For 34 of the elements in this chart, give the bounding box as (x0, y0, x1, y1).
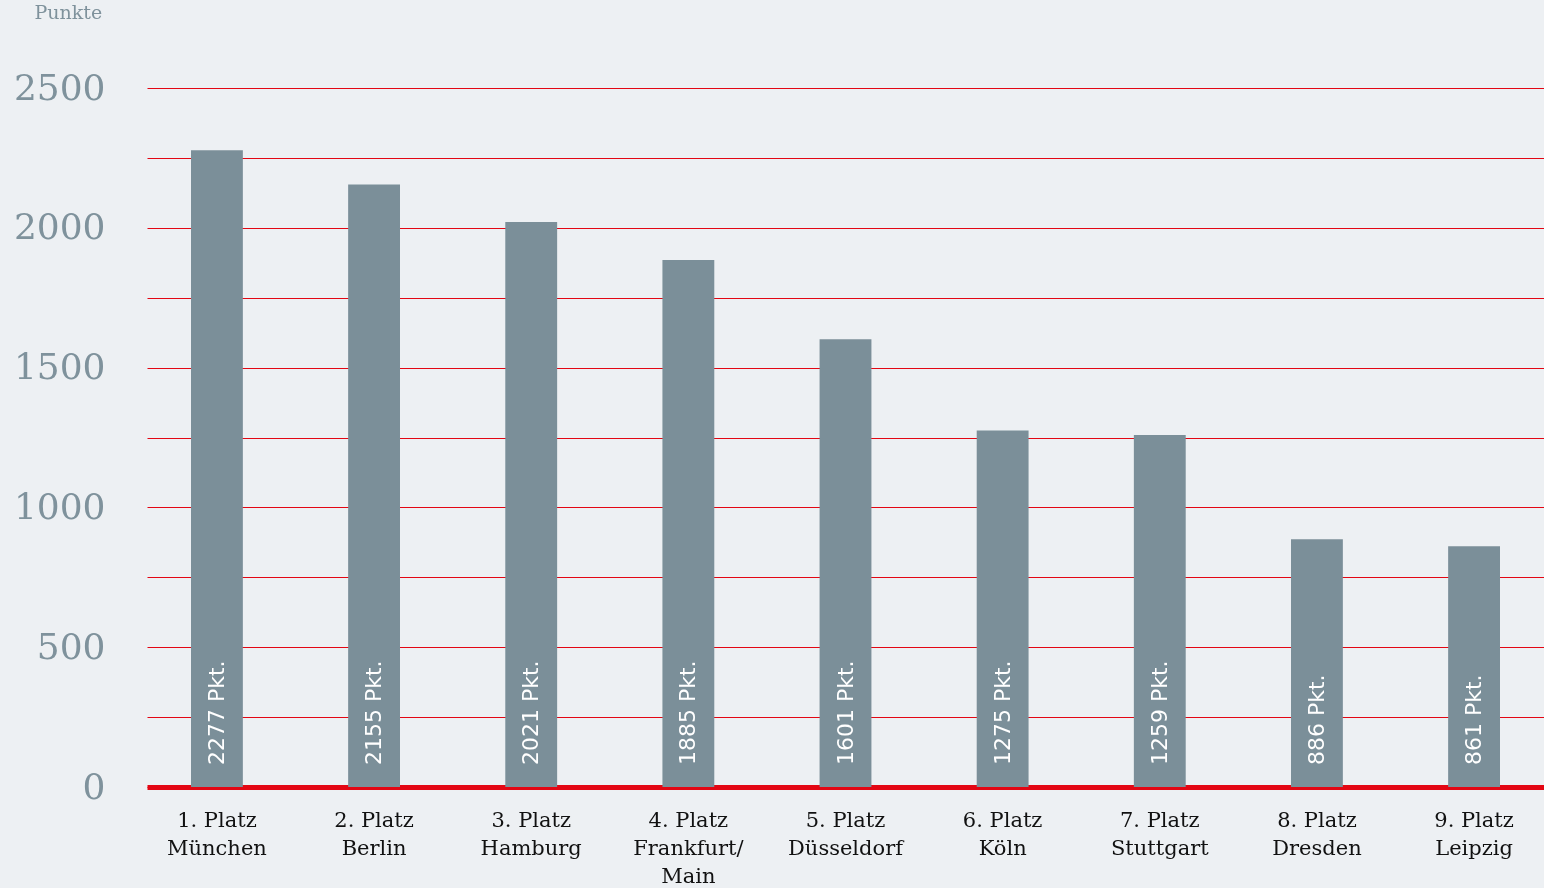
bar (976, 430, 1029, 787)
y-tick-label: 2500 (13, 66, 106, 108)
y-tick-label: 2000 (13, 206, 106, 248)
bar (1133, 434, 1186, 787)
x-tick-label: 7. Platz Stuttgart (1110, 807, 1210, 860)
data-label: 1885 Pkt. (675, 660, 701, 765)
y-tick-label: 500 (36, 625, 106, 667)
x-tick-label: 8. Platz Dresden (1272, 807, 1362, 860)
data-label: 2155 Pkt. (361, 660, 387, 765)
bar (191, 150, 243, 787)
bar (662, 259, 715, 787)
x-tick-label: 4. Platz Frankfurt/ Main (633, 807, 745, 888)
y-tick-label: 1000 (13, 485, 106, 527)
x-tick-label: 2. Platz Berlin (334, 807, 414, 860)
data-label: 2021 Pkt. (518, 660, 544, 765)
x-tick-label: 6. Platz Köln (962, 807, 1043, 860)
data-label: 1601 Pkt. (832, 660, 858, 765)
y-tick-label: 0 (82, 765, 106, 807)
bar (1291, 539, 1343, 787)
data-label: 1259 Pkt. (1146, 660, 1172, 765)
bar (1448, 546, 1500, 787)
x-tick-label: 5. Platz Düsseldorf (788, 807, 906, 860)
data-label: 2277 Pkt. (203, 660, 229, 765)
x-tick-label: 3. Platz Hamburg (480, 807, 582, 860)
bar (505, 221, 558, 787)
data-label: 1275 Pkt. (989, 660, 1015, 765)
x-tick-label: 9. Platz Leipzig (1434, 807, 1514, 860)
y-axis-title: Punkte (34, 0, 103, 23)
x-tick-label: 1. Platz München (167, 807, 267, 860)
data-label: 861 Pkt. (1461, 674, 1487, 765)
data-label: 886 Pkt. (1303, 674, 1329, 765)
bar (348, 184, 400, 787)
y-tick-label: 1500 (13, 346, 106, 388)
bar (819, 339, 872, 787)
